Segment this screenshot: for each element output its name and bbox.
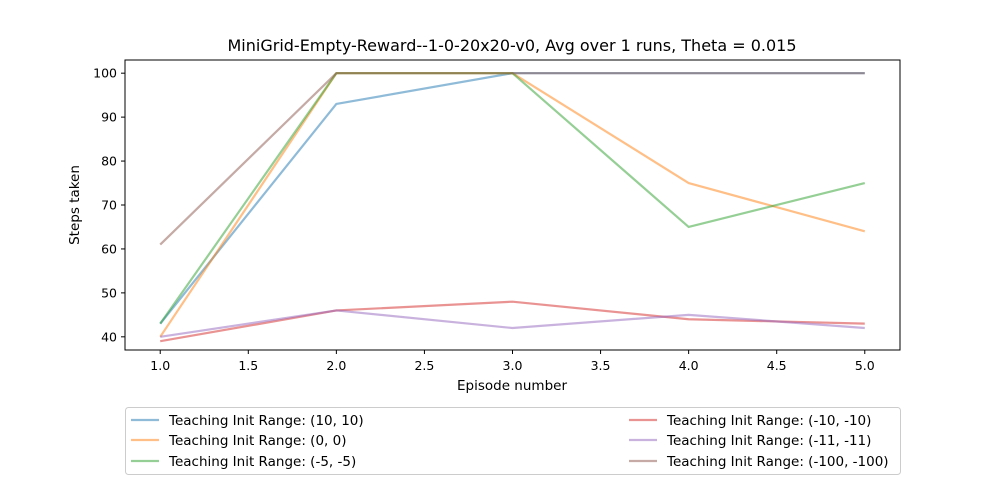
series-line-4 (160, 300, 865, 343)
legend-frame (125, 407, 901, 475)
x-tick-label: 4.0 (679, 358, 699, 373)
legend-label-1: Teaching Init Range: (10, 10) (168, 413, 364, 429)
series-line-5 (160, 309, 865, 338)
y-ticks: 40 50 60 70 80 90 100 (93, 66, 125, 344)
legend-label-2: Teaching Init Range: (0, 0) (168, 433, 346, 449)
legend-label-5: Teaching Init Range: (-11, -11) (666, 433, 871, 449)
plot-frame (124, 59, 901, 351)
y-tick-label: 70 (101, 198, 117, 213)
legend-label-4: Teaching Init Range: (-10, -10) (666, 413, 871, 429)
x-axis-label: Episode number (457, 378, 567, 394)
legend: Teaching Init Range: (10, 10) Teaching In… (125, 407, 901, 475)
x-tick-label: 1.5 (238, 358, 258, 373)
legend-label-6: Teaching Init Range: (-100, -100) (666, 454, 889, 470)
series-line-3 (159, 72, 866, 325)
x-tick-label: 2.5 (414, 358, 434, 373)
y-axis-label: Steps taken (67, 165, 83, 245)
y-tick-label: 100 (93, 66, 117, 81)
x-ticks: 1.0 1.5 2.0 2.5 3.0 3.5 4.0 4.5 5.0 (150, 350, 875, 373)
legend-label-3: Teaching Init Range: (-5, -5) (168, 454, 356, 470)
x-tick-label: 3.5 (591, 358, 611, 373)
y-tick-label: 60 (101, 241, 117, 256)
x-tick-label: 3.0 (503, 358, 523, 373)
x-tick-label: 4.5 (767, 358, 787, 373)
x-tick-label: 2.0 (326, 358, 346, 373)
x-tick-label: 1.0 (150, 358, 170, 373)
y-tick-label: 90 (101, 110, 117, 125)
y-tick-label: 80 (101, 154, 117, 169)
y-tick-label: 50 (101, 285, 117, 300)
series-line-6 (159, 72, 865, 246)
chart-title: MiniGrid-Empty-Reward--1-0-20x20-v0, Avg… (228, 36, 797, 55)
x-tick-label: 5.0 (855, 358, 875, 373)
y-tick-label: 40 (101, 329, 117, 344)
series-line-1 (159, 72, 865, 325)
plot-lines (159, 72, 866, 343)
series-line-2 (159, 72, 866, 338)
